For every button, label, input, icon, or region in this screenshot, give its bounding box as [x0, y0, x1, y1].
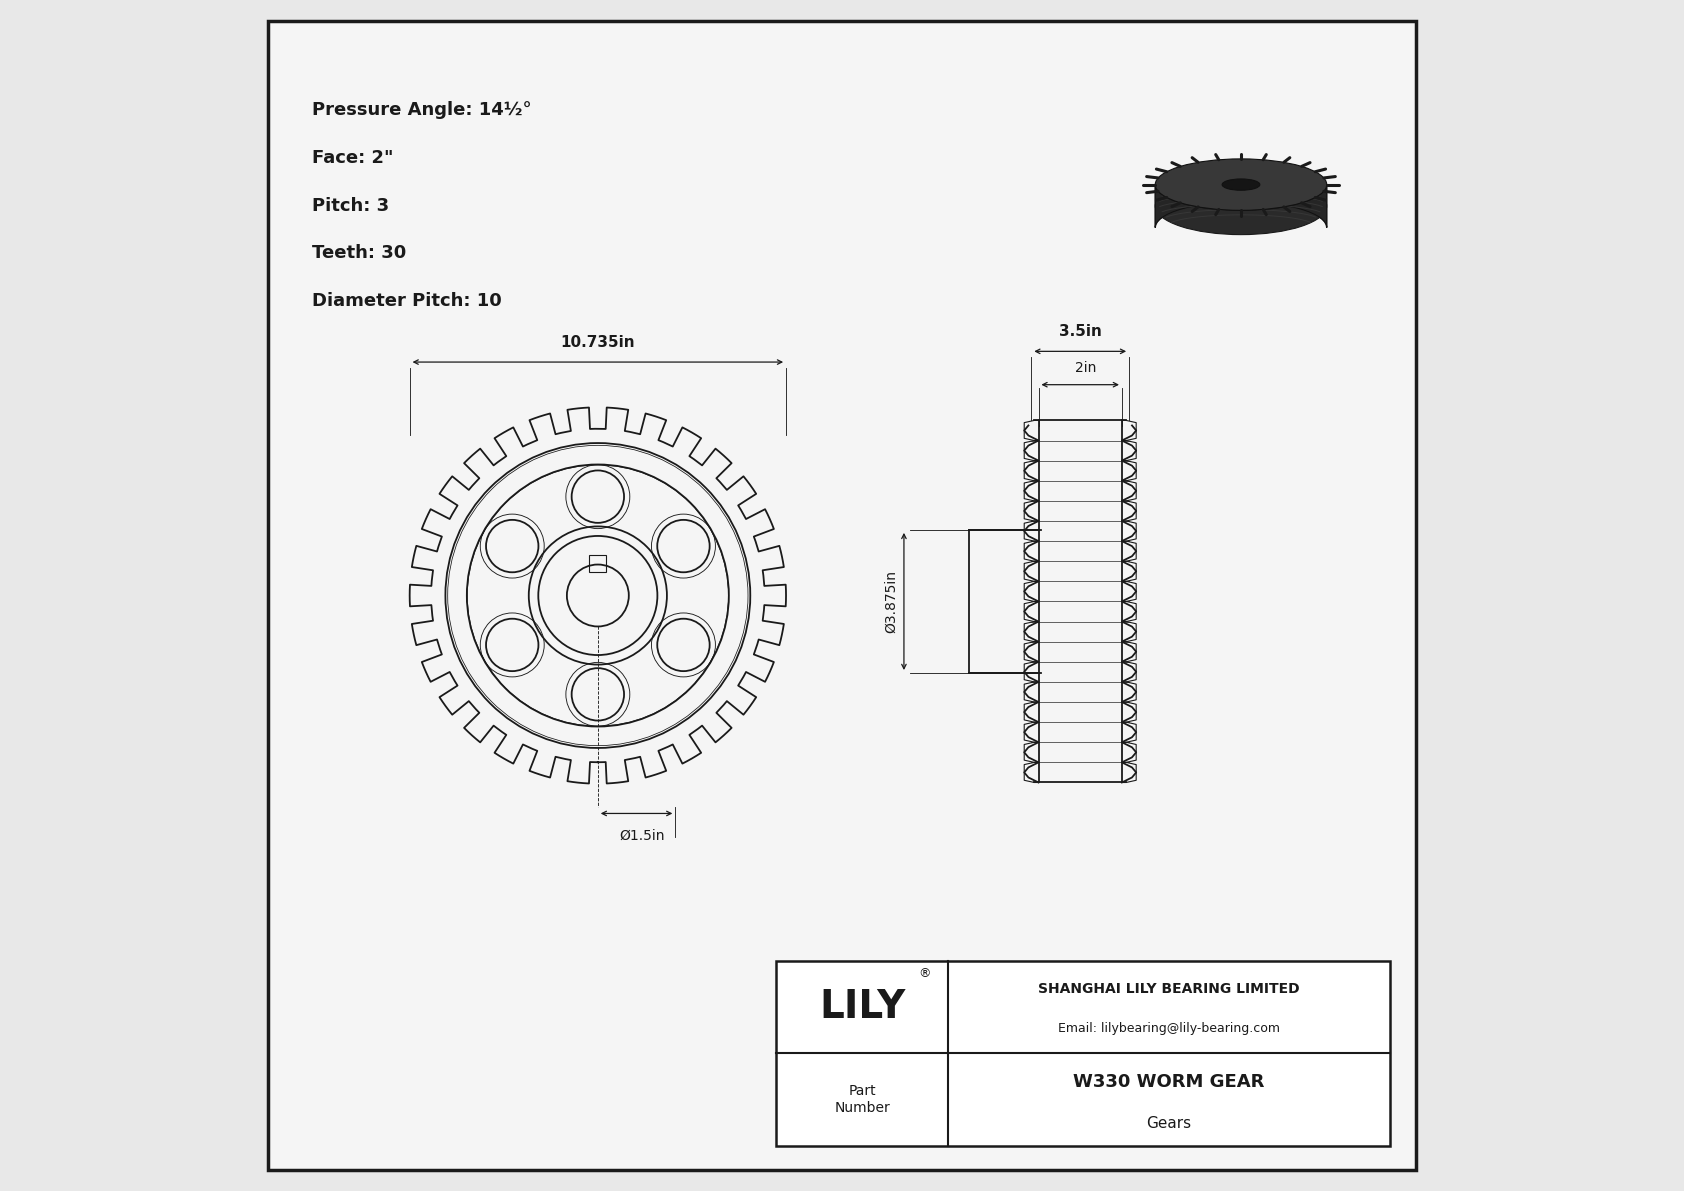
Polygon shape [1155, 185, 1327, 227]
Ellipse shape [1155, 177, 1327, 235]
Ellipse shape [1223, 179, 1260, 191]
Text: Ø1.5in: Ø1.5in [620, 829, 665, 843]
FancyBboxPatch shape [268, 21, 1416, 1170]
Text: Pressure Angle: 14½°: Pressure Angle: 14½° [312, 101, 532, 119]
Text: Gears: Gears [1147, 1116, 1192, 1131]
Bar [589, 555, 606, 573]
Text: 2in: 2in [1076, 361, 1096, 375]
Text: Face: 2": Face: 2" [312, 149, 394, 167]
Text: Ø3.875in: Ø3.875in [884, 570, 898, 632]
Text: 10.735in: 10.735in [561, 335, 635, 350]
FancyBboxPatch shape [776, 961, 1389, 1146]
Text: Email: lilybearing@lily-bearing.com: Email: lilybearing@lily-bearing.com [1058, 1022, 1280, 1035]
Text: LILY: LILY [818, 989, 906, 1027]
Text: W330 WORM GEAR: W330 WORM GEAR [1073, 1073, 1265, 1091]
Text: Teeth: 30: Teeth: 30 [312, 244, 406, 262]
Text: Diameter Pitch: 10: Diameter Pitch: 10 [312, 292, 502, 310]
Text: SHANGHAI LILY BEARING LIMITED: SHANGHAI LILY BEARING LIMITED [1039, 983, 1300, 997]
Text: Pitch: 3: Pitch: 3 [312, 197, 389, 214]
Text: ®: ® [918, 967, 931, 980]
Text: 3.5in: 3.5in [1059, 324, 1101, 339]
Ellipse shape [1155, 158, 1327, 211]
Text: Part
Number: Part Number [835, 1085, 891, 1115]
